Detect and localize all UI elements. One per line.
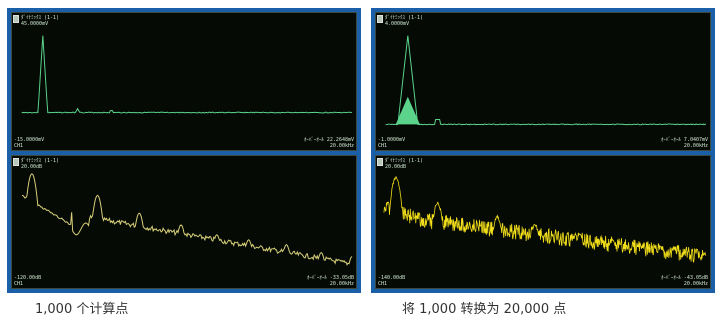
spectrum-waveform (21, 35, 353, 114)
x-axis-max: 20.00kHz (683, 143, 708, 149)
spectrum-plot-linear (21, 35, 353, 114)
spectrum-waveform (21, 173, 353, 266)
spectrum-pane-linear: ﾀﾞｲﾅﾐｯｸｽ (1-1) 45.0000mV -15.0000mV CH1 … (11, 12, 357, 151)
spectrum-plot-db (383, 176, 707, 263)
spectrum-waveform (385, 35, 707, 126)
analyzer-screen-left: ﾀﾞｲﾅﾐｯｸｽ (1-1) 45.0000mV -15.0000mV CH1 … (7, 8, 361, 293)
channel-icon[interactable] (377, 158, 383, 166)
channel-title: ﾀﾞｲﾅﾐｯｸｽ (1-1) (385, 158, 424, 164)
y-axis-max: 4.0000mV (385, 21, 410, 27)
overall-readout: ｵｰﾊﾞｰｵｰﾙ 22.2648mV (303, 137, 354, 143)
channel-unit: CH1 (14, 281, 24, 287)
channel-unit: CH1 (378, 143, 388, 149)
y-axis-min: -1.0000mV (378, 137, 406, 143)
y-axis-min: -140.00dB (378, 275, 406, 281)
channel-icon[interactable] (13, 158, 19, 166)
overall-readout: ｵｰﾊﾞｰｵｰﾙ -33.05dB (306, 275, 354, 281)
overall-readout: ｵｰﾊﾞｰｵｰﾙ -43.05dB (660, 275, 708, 281)
x-axis-max: 20.00kHz (329, 281, 354, 287)
channel-unit: CH1 (378, 281, 388, 287)
caption-right: 将 1,000 转换为 20,000 点 (402, 302, 567, 317)
y-axis-max: 45.0000mV (21, 21, 49, 27)
analyzer-screen-right: ﾀﾞｲﾅﾐｯｸｽ (1-1) 4.0000mV -1.0000mV CH1 ｵｰ… (371, 8, 715, 293)
y-axis-min: -120.00dB (14, 275, 42, 281)
channel-title: ﾀﾞｲﾅﾐｯｸｽ (1-1) (385, 15, 424, 21)
y-axis-max: 20.00dB (385, 164, 407, 170)
channel-title: ﾀﾞｲﾅﾐｯｸｽ (1-1) (21, 15, 60, 21)
spectrum-pane-db: ﾀﾞｲﾅﾐｯｸｽ (1-1) 20.00dB -140.00dB CH1 ｵｰﾊ… (375, 155, 711, 289)
overall-readout: ｵｰﾊﾞｰｵｰﾙ 7.0407mV (660, 137, 708, 143)
y-axis-min: -15.0000mV (14, 137, 45, 143)
x-axis-max: 20.00kHz (683, 281, 708, 287)
spectrum-pane-db: ﾀﾞｲﾅﾐｯｸｽ (1-1) 20.00dB -120.00dB CH1 ｵｰﾊ… (11, 155, 357, 289)
spectrum-pane-linear: ﾀﾞｲﾅﾐｯｸｽ (1-1) 4.0000mV -1.0000mV CH1 ｵｰ… (375, 12, 711, 151)
channel-title: ﾀﾞｲﾅﾐｯｸｽ (1-1) (21, 158, 60, 164)
spectrum-peak-fill (395, 96, 420, 125)
spectrum-waveform (383, 176, 707, 263)
channel-icon[interactable] (13, 15, 19, 23)
y-axis-max: 20.00dB (21, 164, 43, 170)
x-axis-max: 20.00kHz (329, 143, 354, 149)
channel-icon[interactable] (377, 15, 383, 23)
channel-unit: CH1 (14, 143, 24, 149)
caption-left: 1,000 个计算点 (35, 302, 129, 317)
spectrum-plot-linear (385, 35, 707, 126)
spectrum-plot-db (21, 173, 353, 266)
